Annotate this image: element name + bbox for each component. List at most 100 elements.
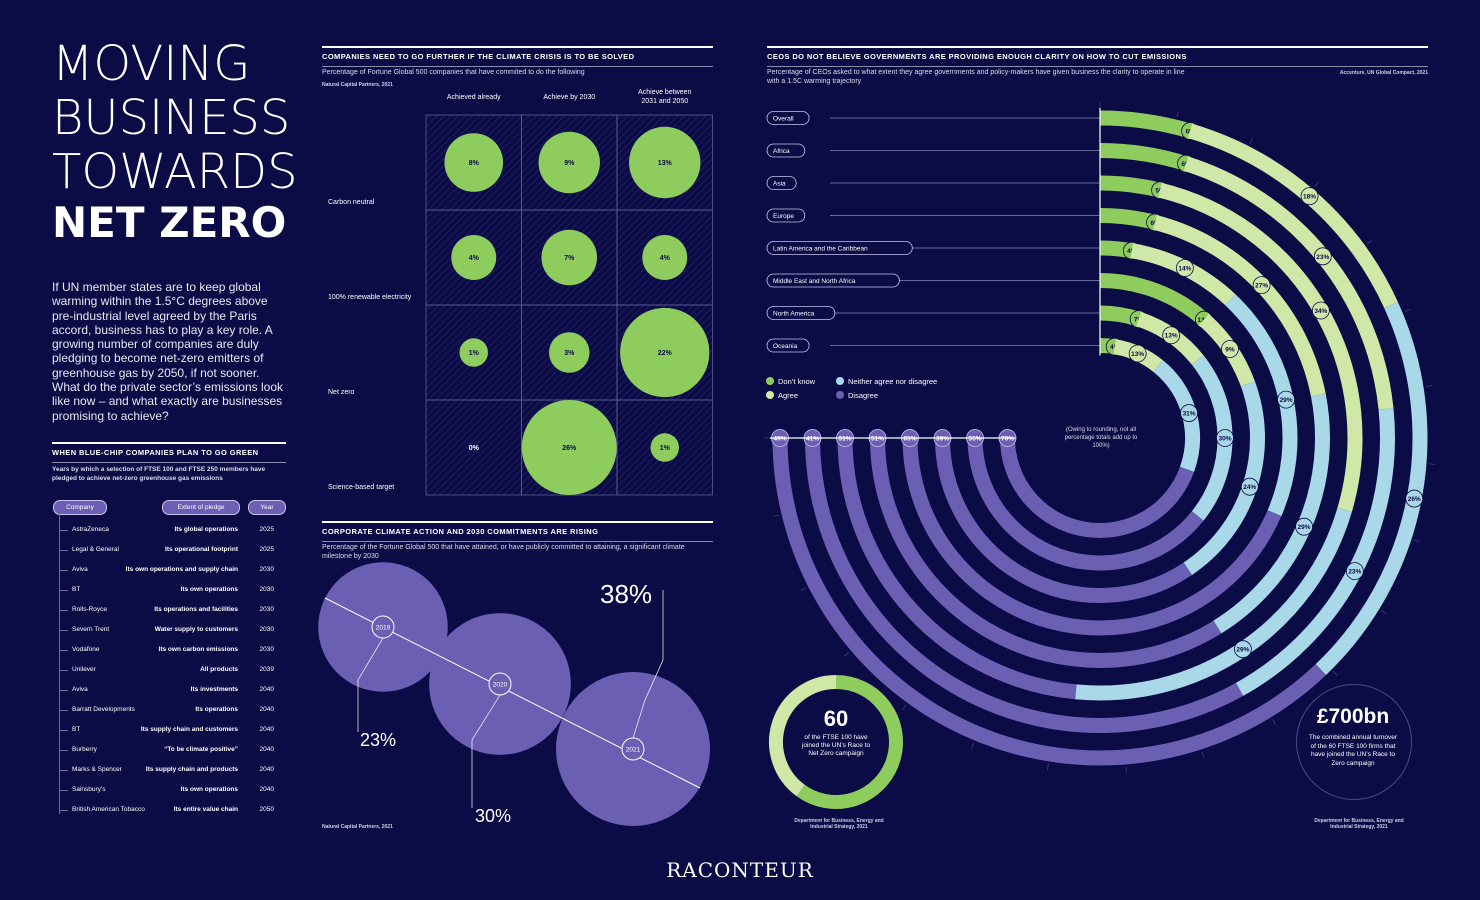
value-label: 23% [1348, 569, 1361, 576]
matrix-bubble [548, 332, 590, 373]
axis-tick [1176, 111, 1179, 118]
value-badge [1405, 489, 1424, 508]
value-label: 65% [903, 436, 916, 443]
value-label: 70% [1001, 436, 1014, 443]
ftse-callout: 60 of the FTSE 100 have joined the UN’s … [796, 706, 876, 758]
value-label: 29% [1298, 524, 1311, 531]
matrix-row-label: 100% renewable electricity [328, 294, 412, 301]
matrix-cell [425, 114, 522, 211]
radial-segment [805, 437, 1244, 733]
legend: Don’t know Neither agree nor disagree Ag… [766, 377, 976, 407]
region-pill [766, 176, 797, 190]
value-label: 29% [1280, 397, 1293, 404]
value-label: 31% [838, 436, 851, 443]
divider [52, 462, 286, 463]
value-label: 9% [1225, 346, 1235, 353]
matrix-bubble [642, 235, 688, 280]
year-cell: 2040 [259, 686, 274, 693]
column-pill-year: Year [248, 500, 286, 515]
matrix-bubble [620, 307, 710, 398]
table-row: Legal & General Its operational footprint… [60, 541, 276, 559]
milestone-title: CORPORATE CLIMATE ACTION AND 2030 COMMIT… [322, 527, 599, 536]
bubble-label: 1% [660, 445, 671, 452]
year-label: 2021 [626, 747, 641, 754]
value-label: 13% [1131, 351, 1144, 358]
ftse-number: 60 [823, 706, 849, 731]
pledge-cell: Its supply chain and customers [140, 726, 238, 733]
company-cell: Burberry [72, 746, 97, 753]
legend-label: Agree [778, 391, 799, 400]
axis-tick [773, 514, 780, 517]
matrix-row-label: Carbon neutral [328, 199, 375, 206]
axis-tick [971, 742, 975, 749]
legend-neutral: Neither agree nor disagree [836, 377, 937, 386]
header-line: Achieve by 2030 [543, 94, 595, 101]
value-label: 13% [1165, 333, 1178, 340]
company-cell: Marks & Spencer [72, 766, 122, 773]
value-label: 34% [1314, 308, 1327, 315]
pledge-cell: Water supply to customers [154, 626, 238, 633]
year-cell: 2030 [259, 646, 274, 653]
row-tick [60, 550, 68, 551]
milestone-bubble-chart: 2019 23% 2020 30% 2021 38% [318, 562, 710, 826]
bluechip-title: WHEN BLUE-CHIP COMPANIES PLAN TO GO GREE… [52, 448, 259, 457]
ceo-section-title: CEOS DO NOT BELIEVE GOVERNMENTS ARE PROV… [767, 46, 1428, 67]
value-label: 23% [1316, 254, 1329, 261]
value-label: 29% [1236, 647, 1249, 654]
fortune-source: Natural Capital Partners, 2021 [322, 82, 393, 88]
region-label: Overall [773, 116, 794, 123]
year-cell: 2025 [259, 546, 274, 553]
region-label: Middle East and North Africa [773, 278, 856, 285]
company-cell: Aviva [72, 566, 88, 573]
value-badge [1221, 340, 1239, 358]
matrix-bubble [451, 235, 497, 280]
radial-segment [772, 437, 1326, 766]
axis-tick [1425, 385, 1432, 387]
value-label: 39% [936, 436, 949, 443]
value-badge [1345, 562, 1364, 581]
value-label: 51% [871, 436, 884, 443]
year-cell: 2030 [259, 566, 274, 573]
radial-segment [837, 437, 1077, 700]
value-label: 24% [1243, 484, 1256, 491]
year-cell: 2040 [259, 786, 274, 793]
radial-segment [902, 437, 1282, 636]
table-row: AstraZeneca Its global operations 2025 [60, 521, 276, 539]
value-label: 41% [806, 436, 819, 443]
year-cell: 2040 [259, 746, 274, 753]
region-label: Asia [773, 181, 786, 188]
axis-tick [1366, 240, 1373, 245]
radial-segment [1099, 143, 1189, 171]
ftse-donut [769, 675, 903, 809]
row-tick [60, 730, 68, 731]
divider [767, 66, 1428, 67]
table-row: Barratt Developments Its operations 2040 [60, 701, 276, 719]
divider [322, 66, 713, 67]
year-cell: 2030 [259, 606, 274, 613]
axis-tick [1404, 309, 1411, 313]
region-pill [766, 143, 806, 158]
bluechip-section-title: WHEN BLUE-CHIP COMPANIES PLAN TO GO GREE… [52, 442, 286, 463]
brand-logo: RACONTEUR [666, 858, 814, 882]
region-pill [766, 241, 913, 255]
row-tick [60, 570, 68, 571]
legend-swatch [766, 391, 774, 399]
turnover-circle [1296, 684, 1412, 800]
pledge-cell: Its operational footprint [165, 546, 238, 553]
matrix-bubble [538, 131, 600, 194]
bubble-label: 26% [562, 445, 577, 452]
table-row: Burberry “To be climate positive” 2040 [60, 741, 276, 759]
value-badge [1277, 390, 1295, 409]
row-tick [60, 690, 68, 691]
legend-agree: Agree [766, 391, 798, 400]
company-cell: Barratt Developments [72, 706, 135, 713]
legend-swatch [836, 391, 844, 399]
title-line-3: TOWARDS [52, 144, 298, 200]
leader-line [471, 694, 501, 808]
row-tick [60, 770, 68, 771]
milestone-value: 38% [600, 579, 652, 609]
bluechip-subtitle: Years by which a selection of FTSE 100 a… [52, 466, 266, 482]
axis-tick [1413, 539, 1420, 543]
pledge-cell: Its own carbon emissions [158, 646, 238, 653]
turnover-source: Department for Business, Energy and Indu… [1314, 818, 1404, 830]
